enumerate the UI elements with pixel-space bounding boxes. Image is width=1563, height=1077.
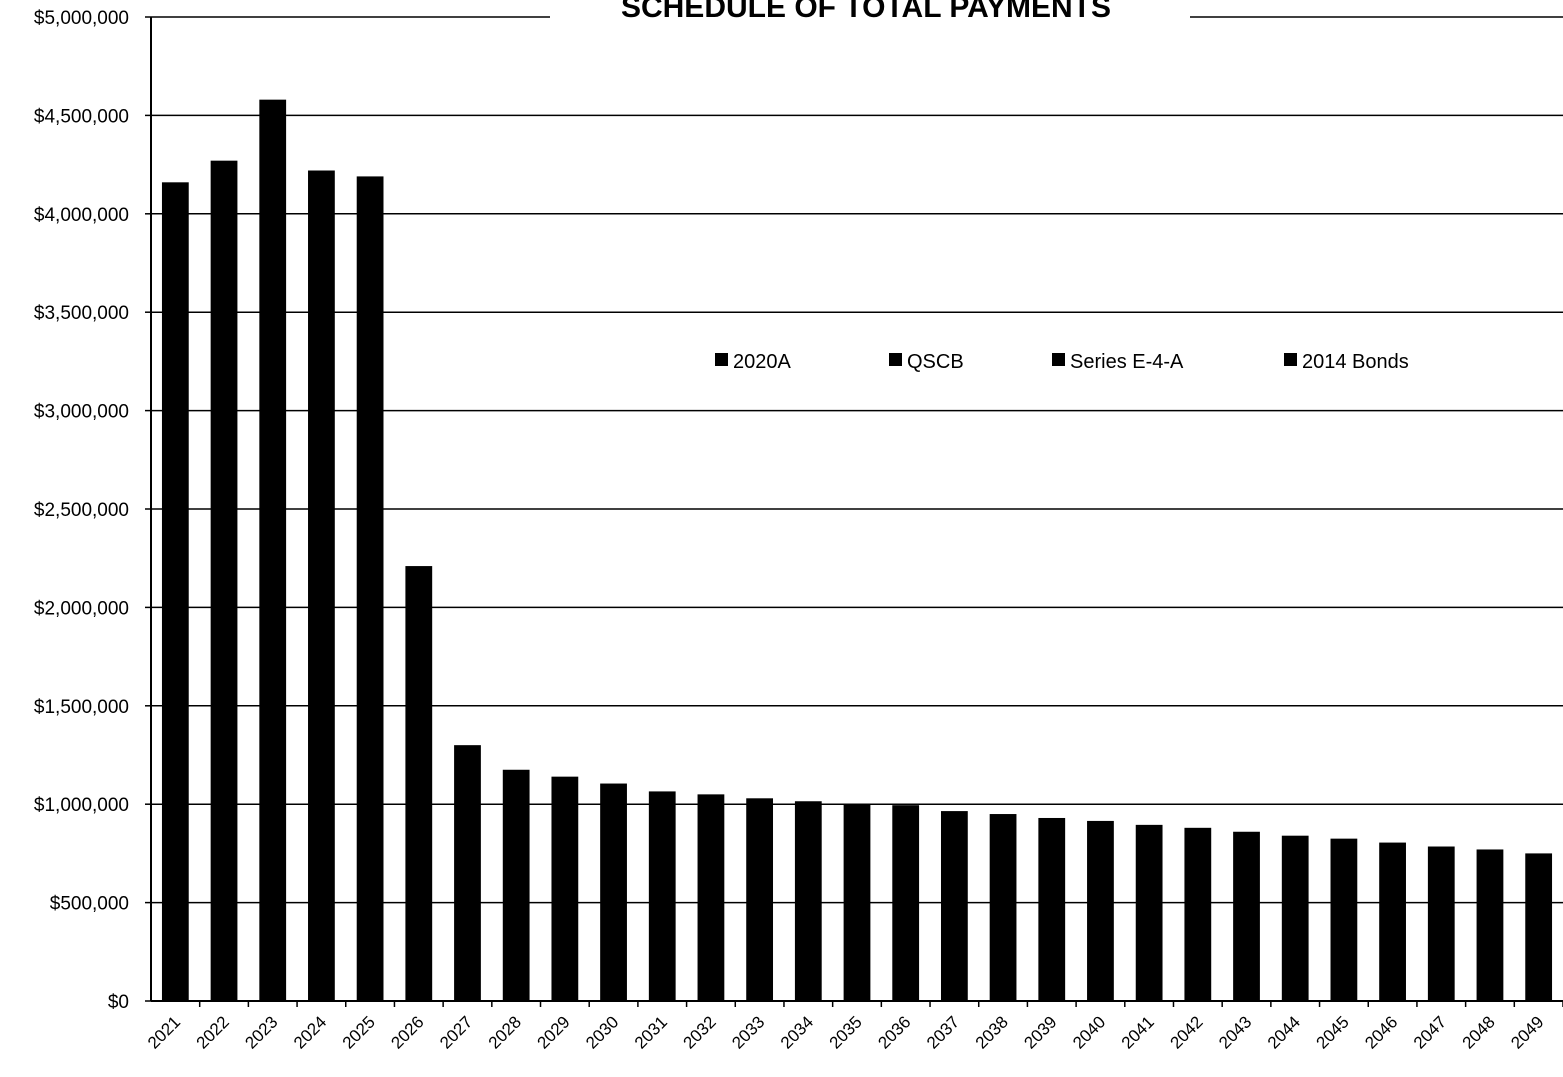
bar [161,182,189,1001]
bar [1476,849,1504,1001]
bar [308,170,335,1001]
y-tick-label: $0 [108,992,129,1013]
bar [210,160,238,1001]
y-tick-label: $2,000,000 [34,598,129,619]
bar [746,798,774,1001]
bar [794,801,822,1001]
bar [502,769,530,1001]
y-tick-label: $3,500,000 [34,303,129,324]
bar [1525,853,1553,1001]
bar [600,783,627,1001]
y-tick-label: $3,000,000 [34,402,129,423]
bar [1038,817,1066,1001]
bar [697,794,725,1001]
legend-swatch [1284,353,1297,366]
bar [1281,835,1309,1001]
bar [1135,824,1163,1001]
legend-swatch [715,353,728,366]
legend: 2020A QSCB Series E-4-A 2014 Bonds [715,351,1409,373]
bar [989,814,1017,1001]
y-tick-label: $4,000,000 [34,205,129,226]
legend-label: 2020A [733,351,791,373]
bar [1087,820,1114,1001]
y-tick-label: $4,500,000 [34,106,129,127]
legend-label: QSCB [907,351,964,373]
bar [259,99,287,1001]
bar [405,566,433,1001]
y-tick-label: $1,500,000 [34,697,129,718]
y-axis-tick-labels: $0 $500,000 $1,000,000 $1,500,000 $2,000,000… [34,8,129,1013]
bar [551,776,579,1001]
chart-title: SCHEDULE OF TOTAL PAYMENTS [621,0,1111,24]
y-tick-label: $2,500,000 [34,500,129,521]
title-backdrop [550,0,1190,24]
y-tick-label: $1,000,000 [34,795,129,816]
y-tick-label: $500,000 [50,894,129,915]
legend-label: 2014 Bonds [1302,351,1409,373]
bar [843,804,871,1001]
bar [1184,827,1212,1001]
legend-label: Series E-4-A [1070,351,1184,373]
bar [1427,846,1455,1001]
legend-swatch [889,353,902,366]
bar [892,805,920,1001]
bars [161,99,1553,1001]
bar [940,811,968,1001]
legend-swatch [1052,353,1065,366]
bar [1379,842,1406,1001]
bar [1330,838,1358,1001]
bar [454,745,481,1001]
bar [356,176,384,1001]
bar [1233,831,1260,1001]
y-tick-label: $5,000,000 [34,8,129,29]
bar [648,791,676,1001]
